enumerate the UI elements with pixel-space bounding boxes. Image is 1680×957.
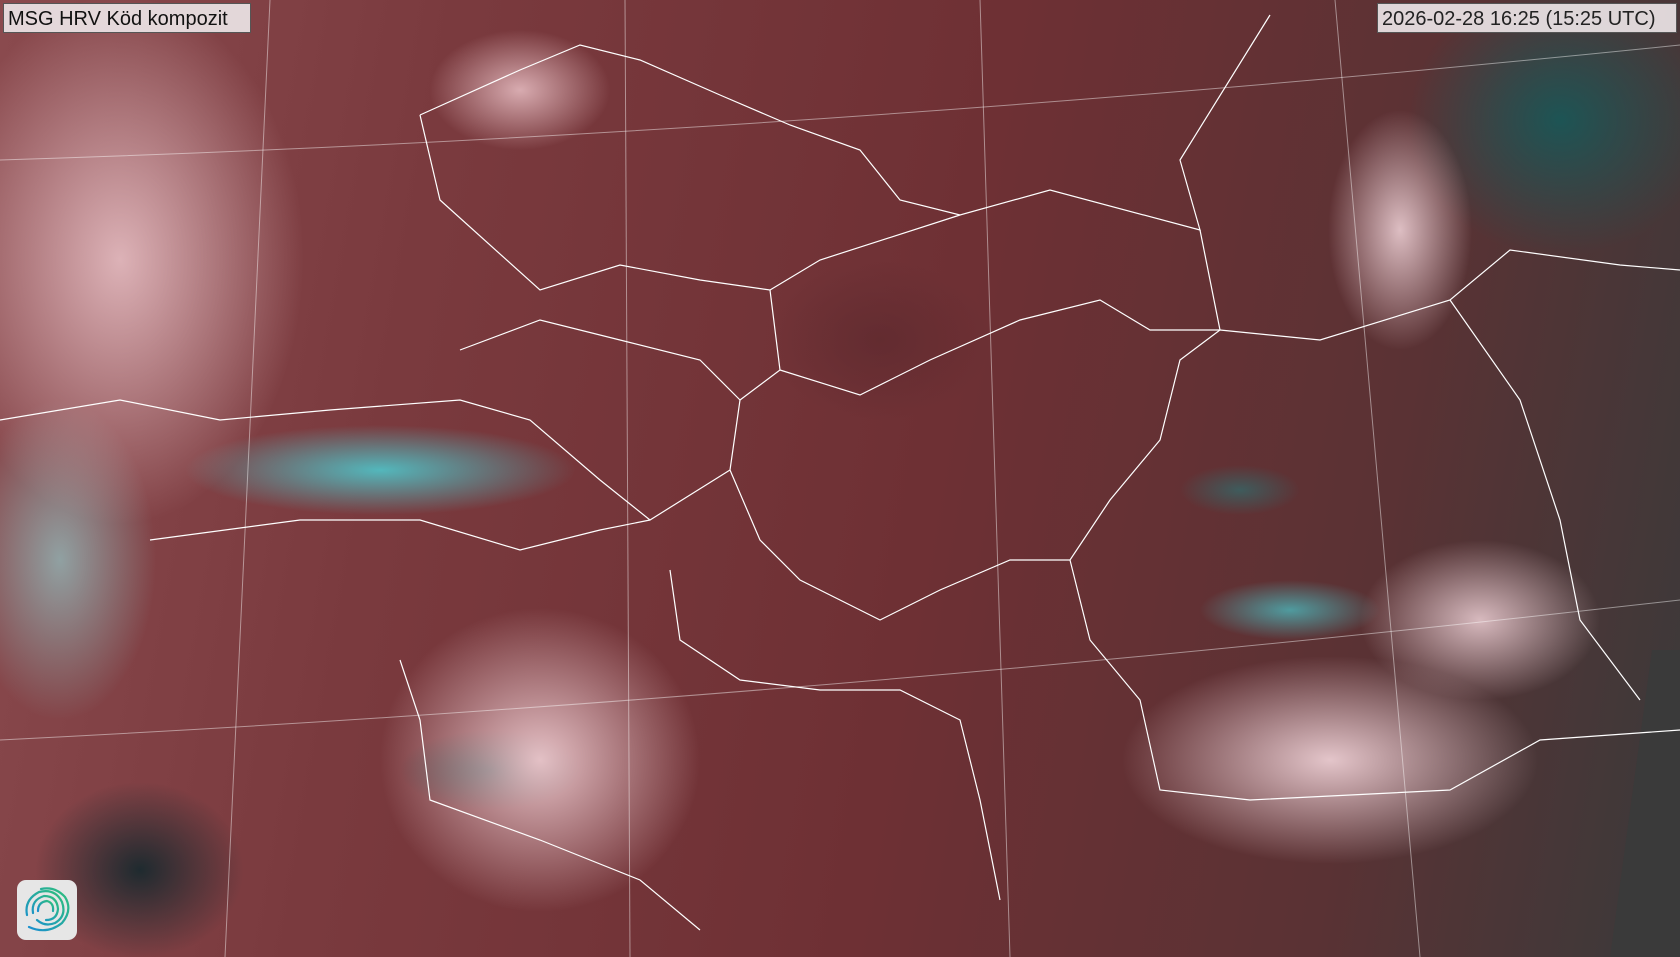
timestamp-label: 2026-02-28 16:25 (15:25 UTC) [1377, 3, 1677, 33]
product-title: MSG HRV Köd kompozit [3, 3, 251, 33]
country-borders [0, 14, 1680, 931]
swirl-logo-icon [17, 880, 77, 940]
